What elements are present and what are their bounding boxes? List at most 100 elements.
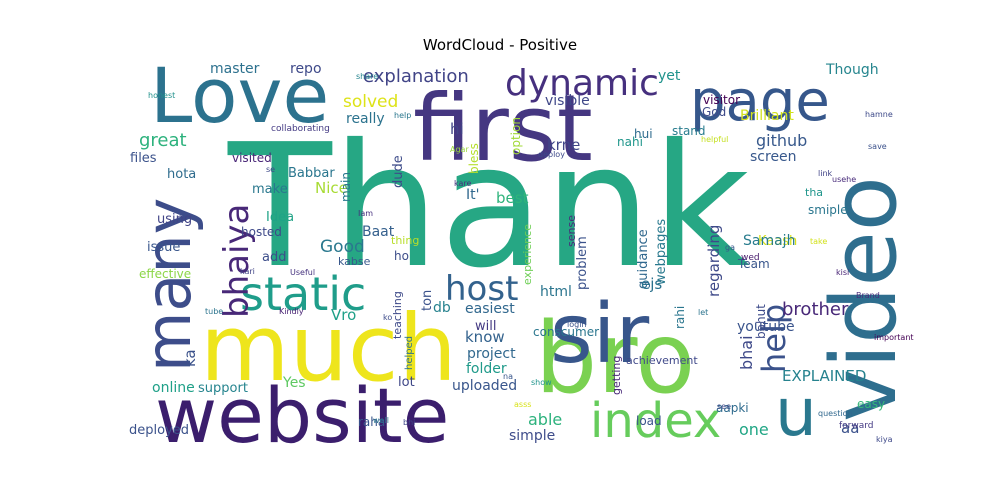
word-issue: issue [147,240,180,255]
word-screen: screen [750,149,797,165]
word-collaborating: collaborating [271,124,330,134]
word-support: support [198,381,248,396]
word-kari: kari [240,267,255,276]
word-page: page [690,69,830,134]
word-load: load [636,414,662,428]
word-best: best [496,189,529,207]
word-nice: Nice [315,179,348,197]
word-achievement: achievement [626,354,698,367]
word-asss: asss [514,400,531,409]
word-youtube: youtube [737,319,795,335]
word-ho: ho [394,249,409,263]
word-kiya: kiya [876,435,893,444]
word-yes: Yes [282,375,306,391]
word-let: let [698,308,708,317]
word-db: db [433,300,451,316]
word-wed: wed [741,253,760,263]
word-bhaiya: bhaiya [217,204,257,318]
word-add: add [262,250,286,265]
word-website: website [155,371,449,460]
word-easy: easy [857,397,885,411]
word-vro: Vro [331,306,356,324]
word-tube: tube [205,307,223,316]
word-raha: raha [358,415,385,429]
word-sir: sir [550,287,650,382]
word-experience: experience [521,224,534,285]
word-babbar: Babbar [288,166,335,181]
word-static: static [240,267,366,321]
word-sense: sense [565,215,578,247]
word-visible: visible [545,93,590,109]
word-aapki: aapki [716,401,749,415]
word-html: html [540,284,572,300]
word-iam: Iam [358,209,373,218]
word-important: important [874,333,914,342]
word-link: link [818,169,833,178]
word-kindly: Kindly [279,307,304,316]
word-master: master [210,61,260,77]
word-ka: ka [181,349,199,367]
word-brand: Brand [856,291,880,300]
word-love: Love [150,51,329,140]
word-stand: stand [672,124,706,138]
word-god: God [702,105,726,119]
word-dude: dude [391,155,406,188]
word-getting: getting [610,356,623,395]
word-able: able [528,410,562,429]
word-krne: krne [547,136,580,154]
word-deployed: deployed [129,423,189,438]
word-regarding: regarding [705,225,723,297]
word-teaching: teaching [391,291,404,339]
word-thank: Thank [227,108,750,306]
word-it-: It' [466,187,479,203]
word-make: make [252,182,288,197]
word-webpages: webpages [654,219,669,285]
word-visited: visited [232,151,272,165]
word-rahi: rahi [673,306,687,329]
word-github: github [756,131,807,150]
word-conscumer: conscumer [533,325,599,339]
word-option: option [509,117,523,155]
word-many: many [132,198,205,372]
word-dynamic: dynamic [505,63,659,104]
word-visitor: visitor [703,93,740,107]
word-ga: ga [725,243,735,252]
word-effective: effective [139,267,191,281]
word-samajh: Samajh [743,233,795,249]
word-hosted: hosted [241,225,282,239]
word-bless: bless [467,143,481,174]
word-nahi: nahi [617,135,643,149]
word-bro: bro [535,302,695,416]
word-though: Though [825,62,879,78]
word-ko: ko [383,313,392,322]
word-brother: brother [782,299,849,320]
word-save: save [868,142,887,151]
word-one: one [739,420,769,439]
wordcloud-background [130,60,895,455]
word-kare: kare [454,179,472,188]
word-problem: problem [575,236,590,290]
word-first: first [413,75,593,182]
word-hamne: hamne [865,110,893,119]
word-good: Good [320,237,365,257]
word-usehe: usehe [832,175,856,184]
word-forward: forward [839,421,874,431]
word-project: project [467,346,516,362]
word-thing: thing [391,234,419,247]
word-helpful: helpful [701,135,728,144]
word-question: question [818,409,853,418]
word-main: main [339,172,353,202]
word-know: know [465,328,505,346]
word-take: take [810,237,827,246]
word-great: great [139,130,187,151]
word-tha: tha [805,186,823,199]
word-solved: solved [343,92,398,112]
word-really: really [346,111,385,127]
word-kaash: Kaash [758,234,797,249]
chart-title: WordCloud - Positive [422,36,578,54]
word-se: se [266,165,275,174]
word-using: using [157,212,192,227]
